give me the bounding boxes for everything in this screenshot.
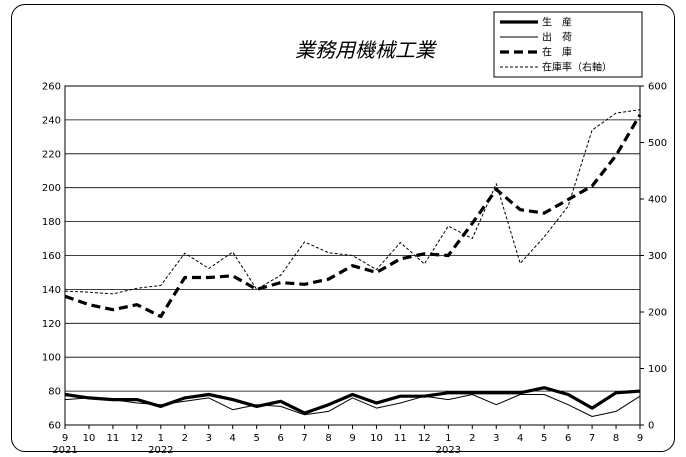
series-line-0 [64, 386, 641, 415]
y-tick-label-5: 160 [42, 251, 61, 262]
year-label-0: 2021 [52, 445, 77, 456]
series-line-3 [64, 109, 641, 295]
x-tick-label-5: 2 [182, 433, 188, 444]
x-tick-label-4: 1 [158, 433, 164, 444]
x-tick-label-7: 4 [230, 433, 236, 444]
x-tick-label-12: 9 [349, 433, 355, 444]
y-tick-label-4: 140 [42, 285, 61, 296]
x-tick-label-14: 11 [394, 433, 407, 444]
x-tick-label-23: 8 [613, 433, 619, 444]
y-tick-label-9: 240 [42, 115, 61, 126]
y-tick-label-2: 100 [42, 353, 61, 364]
x-tick-label-22: 7 [589, 433, 595, 444]
x-tick-label-0: 9 [62, 433, 68, 444]
series-group [64, 109, 642, 417]
series-line-1 [64, 394, 641, 417]
legend-label-3: 在庫率（右軸） [542, 61, 612, 74]
x-tick-label-24: 9 [637, 433, 643, 444]
y-tick-label-1: 80 [48, 387, 61, 398]
x-tick-label-16: 1 [445, 433, 451, 444]
chart-frame [11, 4, 675, 452]
legend-label-0: 生 産 [542, 16, 572, 29]
right-axis-ticks: 0 100 200 300 400 500 600 [640, 82, 667, 432]
year-label-1: 2022 [148, 445, 173, 456]
y2-tick-label-5: 500 [648, 138, 667, 149]
y-tick-label-7: 200 [42, 183, 61, 194]
legend-label-2: 在 庫 [542, 46, 572, 59]
x-tick-label-1: 10 [83, 433, 96, 444]
x-tick-label-17: 2 [469, 433, 475, 444]
chart-title: 業務用機械工業 [295, 38, 438, 62]
x-tick-label-10: 7 [301, 433, 307, 444]
x-tick-label-8: 5 [253, 433, 259, 444]
x-tick-label-21: 6 [565, 433, 571, 444]
series-line-2 [64, 113, 642, 319]
left-axis-ticks: 60 80 100 120 140 160 180 200 220 240 260 [42, 82, 61, 432]
x-tick-label-19: 4 [517, 433, 523, 444]
y-tick-label-8: 220 [42, 149, 61, 160]
y2-tick-label-0: 0 [648, 421, 654, 432]
x-tick-label-2: 11 [107, 433, 120, 444]
y2-tick-label-2: 200 [648, 308, 667, 319]
x-tick-label-13: 10 [370, 433, 383, 444]
y2-tick-label-1: 100 [648, 364, 667, 375]
legend-label-1: 出 荷 [542, 31, 572, 44]
y-tick-label-6: 180 [42, 217, 61, 228]
year-label-2: 2023 [436, 445, 461, 456]
x-tick-label-6: 3 [206, 433, 212, 444]
x-tick-label-9: 6 [277, 433, 283, 444]
y2-tick-label-4: 400 [648, 195, 667, 206]
x-tick-label-11: 8 [325, 433, 331, 444]
x-tick-label-3: 12 [131, 433, 144, 444]
y2-tick-label-6: 600 [648, 82, 667, 93]
gridlines [65, 119, 640, 392]
y-tick-label-10: 260 [42, 82, 61, 93]
y-tick-label-3: 120 [42, 319, 61, 330]
x-tick-label-20: 5 [541, 433, 547, 444]
y-tick-label-0: 60 [48, 421, 61, 432]
x-tick-label-15: 12 [418, 433, 431, 444]
y2-tick-label-3: 300 [648, 251, 667, 262]
x-tick-label-18: 3 [493, 433, 499, 444]
